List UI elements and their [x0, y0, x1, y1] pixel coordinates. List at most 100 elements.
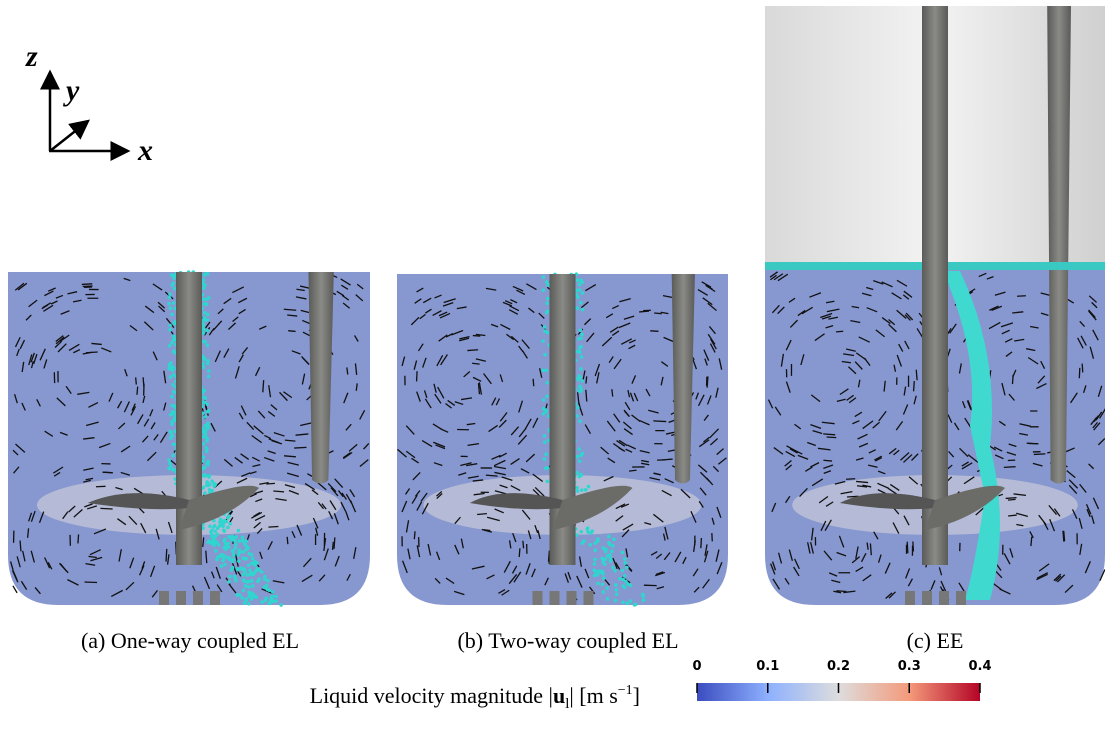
bubble — [168, 328, 172, 332]
bubble — [241, 539, 245, 543]
sparger — [905, 591, 915, 605]
bubble — [170, 395, 174, 399]
bubble — [545, 381, 549, 385]
bubble — [234, 577, 238, 581]
bubble — [201, 435, 205, 439]
bubble — [205, 462, 209, 466]
bubble — [576, 489, 580, 493]
velocity-arrow — [549, 550, 550, 561]
bubble — [546, 283, 550, 287]
bubble — [203, 311, 207, 315]
bubble — [169, 361, 173, 365]
bubble — [251, 557, 255, 561]
caption: (b) Two-way coupled EL — [457, 628, 678, 653]
bubble — [601, 582, 605, 586]
velocity-arrow — [1082, 364, 1083, 373]
bubble — [247, 602, 251, 606]
bubble — [594, 548, 598, 552]
bubble — [545, 394, 549, 398]
bubble — [543, 434, 547, 438]
bubble — [232, 558, 236, 562]
bubble — [204, 396, 208, 400]
velocity-arrow — [907, 542, 908, 554]
velocity-arrow — [477, 514, 487, 515]
velocity-arrow — [823, 460, 832, 461]
bubble — [223, 538, 227, 542]
velocity-arrow — [701, 538, 702, 548]
z-label: z — [25, 40, 38, 73]
velocity-arrow — [629, 470, 636, 471]
velocity-arrow — [82, 284, 92, 285]
bubble — [203, 358, 207, 362]
velocity-arrow — [143, 377, 144, 386]
sparger — [584, 591, 594, 605]
bubble — [582, 539, 586, 543]
bubble — [209, 530, 213, 534]
velocity-arrow — [1004, 467, 1016, 468]
bubble — [578, 283, 582, 287]
bubble — [579, 473, 583, 477]
bubble — [170, 283, 174, 287]
bubble — [169, 306, 173, 310]
bubble — [171, 368, 175, 372]
bubble — [265, 584, 269, 588]
bubble — [242, 556, 246, 560]
bubble — [246, 573, 250, 577]
velocity-arrow — [653, 421, 666, 422]
bubble — [205, 480, 209, 484]
velocity-arrow — [519, 548, 520, 557]
velocity-arrow — [467, 350, 478, 351]
bubble — [206, 329, 210, 333]
velocity-arrow — [523, 541, 524, 549]
velocity-arrow — [586, 376, 587, 383]
bubble — [203, 283, 207, 287]
sparger — [567, 591, 577, 605]
bubble — [204, 415, 208, 419]
bubble — [248, 591, 252, 595]
bubble — [593, 574, 597, 578]
velocity-arrow — [137, 387, 138, 395]
bubble — [263, 577, 267, 581]
bubble — [593, 562, 597, 566]
bubble — [170, 313, 174, 317]
bubble — [218, 520, 222, 524]
bubble — [241, 535, 245, 539]
bubble — [212, 525, 216, 529]
velocity-arrow — [707, 376, 708, 387]
bubble — [608, 553, 612, 557]
bubble — [260, 570, 264, 574]
bubble — [634, 603, 638, 607]
bubble — [168, 462, 172, 466]
bubble — [172, 301, 176, 305]
tick-label: 0.3 — [898, 659, 921, 674]
velocity-arrow — [273, 491, 284, 492]
bubble — [577, 447, 581, 451]
bubble — [629, 583, 633, 587]
bubble — [576, 278, 580, 282]
bubble — [205, 302, 209, 306]
bubble — [205, 439, 209, 443]
bubble — [221, 524, 225, 528]
sparger — [533, 591, 543, 605]
bubble — [587, 485, 591, 489]
bubble — [575, 414, 579, 418]
bubble — [213, 529, 217, 533]
bubble — [578, 459, 582, 463]
bubble — [227, 542, 231, 546]
bubble — [234, 546, 238, 550]
bubble — [167, 367, 171, 371]
bubble — [618, 577, 622, 581]
velocity-arrow — [266, 483, 275, 484]
bubble — [580, 488, 584, 492]
bubble — [230, 536, 234, 540]
bubble — [575, 486, 579, 490]
bubble — [202, 278, 206, 282]
sparger — [210, 591, 220, 605]
bubble — [579, 453, 583, 457]
bubble — [216, 555, 220, 559]
colorbar-label: Liquid velocity magnitude |ul| [m s−1] — [310, 683, 640, 712]
y-arrow — [50, 121, 88, 151]
bubble — [204, 272, 208, 276]
velocity-arrow — [836, 331, 843, 332]
bubble — [255, 561, 259, 565]
